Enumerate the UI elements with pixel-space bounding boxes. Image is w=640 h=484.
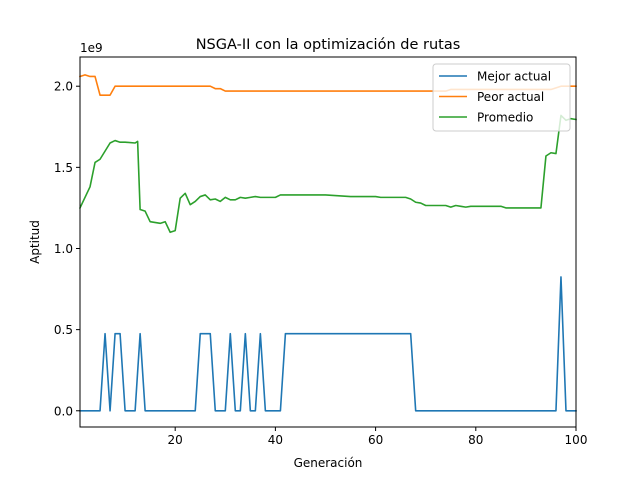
x-axis-label: Generación (294, 456, 363, 470)
y-tick-label: 1.5 (54, 161, 73, 175)
series-line-1 (79, 276, 577, 412)
y-tick-label: 1.0 (54, 242, 73, 256)
legend-label-2: Peor actual (477, 90, 544, 104)
chart-title: NSGA-II con la optimización de rutas (196, 37, 461, 53)
legend-label-3: Promedio (477, 111, 533, 125)
y-tick-label: 2.0 (54, 80, 73, 94)
x-tick-label: 80 (468, 433, 483, 447)
x-tick-label: 60 (368, 433, 383, 447)
x-tick-label: 100 (565, 433, 588, 447)
y-tick-label: 0.0 (54, 404, 73, 418)
x-axis: 20 40 60 80 100 (168, 427, 588, 447)
legend-box (432, 63, 571, 132)
legend: Mejor actual Peor actual Promedio (432, 63, 571, 132)
plot-frame (79, 56, 577, 428)
legend-label-1: Mejor actual (477, 70, 551, 84)
series-line-3 (78, 114, 577, 234)
y-axis: 0.0 0.5 1.0 1.5 2.0 (54, 80, 80, 418)
y-offset-text: 1e9 (80, 41, 103, 55)
x-tick-label: 20 (168, 433, 183, 447)
x-tick-label: 40 (268, 433, 283, 447)
y-tick-label: 0.5 (54, 323, 73, 337)
y-axis-label: Aptitud (28, 220, 42, 264)
